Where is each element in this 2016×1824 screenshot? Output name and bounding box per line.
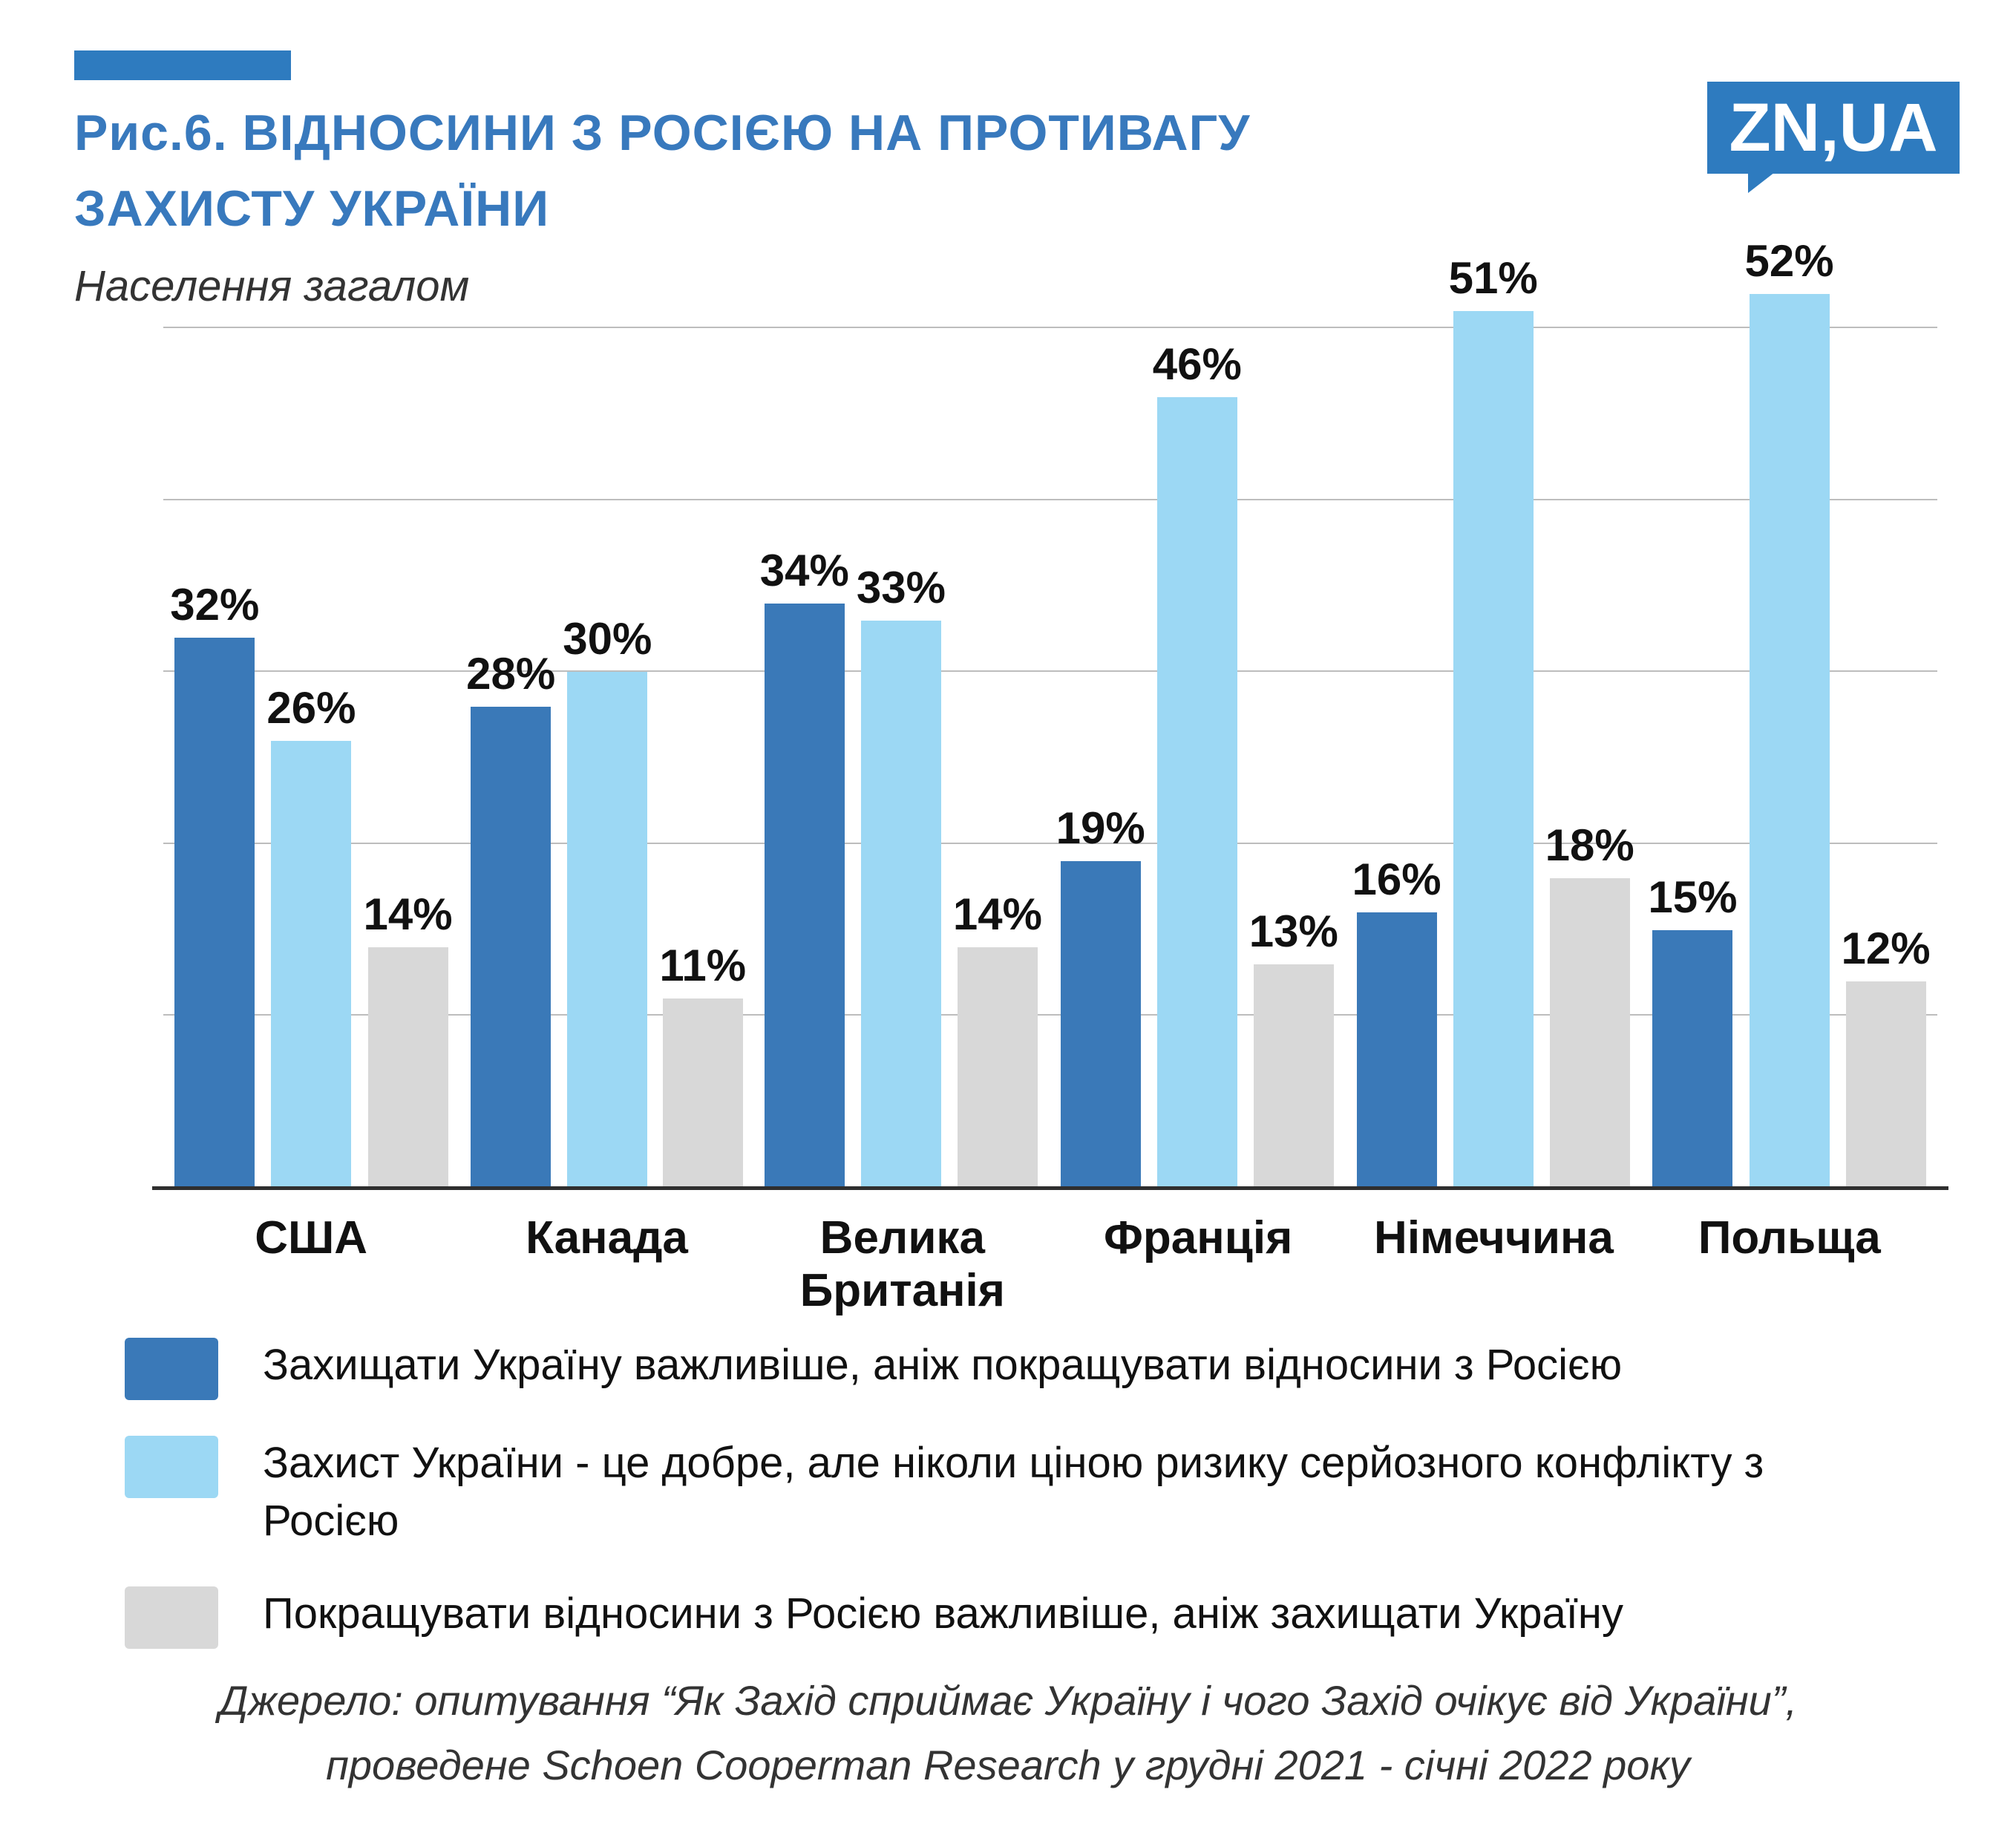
bar-column: 32% [170, 208, 259, 1188]
bar [1253, 964, 1334, 1188]
bar-column: 34% [760, 208, 849, 1188]
bar [271, 740, 352, 1188]
bar [764, 603, 845, 1188]
bar-column: 14% [953, 208, 1042, 1188]
legend-swatch-light-blue [125, 1436, 218, 1498]
bar [367, 947, 448, 1188]
bar-group-6: 15% 52% 12% [1648, 208, 1931, 1188]
znua-logo-text: ZN,UA [1729, 89, 1938, 166]
bar-group-2: 28% 30% 11% [466, 208, 746, 1188]
bar-column: 52% [1744, 208, 1834, 1188]
legend-item-defend-priority: Захищати Україну важливіше, аніж покращу… [125, 1336, 1921, 1400]
legend-swatch-gray [125, 1586, 218, 1649]
bar-column: 19% [1056, 208, 1145, 1188]
bar-column: 16% [1352, 208, 1441, 1188]
chart-subtitle: Населення загалом [74, 262, 470, 310]
bar-group-1: 32% 26% 14% [170, 208, 453, 1188]
bar [471, 706, 552, 1188]
category-label: Канада [526, 1212, 688, 1264]
bar-value-label: 18% [1545, 820, 1634, 871]
bar [1156, 396, 1237, 1188]
category-label: США [255, 1212, 368, 1264]
gridline [163, 498, 1937, 500]
bar [1845, 981, 1926, 1188]
bar-value-label: 15% [1648, 872, 1738, 922]
legend-label: Захищати Україну важливіше, аніж покращу… [263, 1341, 1623, 1389]
bar-value-label: 14% [363, 889, 453, 939]
bar [1453, 310, 1534, 1188]
bar [1749, 293, 1830, 1188]
bar-value-label: 46% [1152, 339, 1242, 389]
source-note-line1: Джерело: опитування “Як Захід сприймає У… [218, 1677, 1798, 1724]
source-note: Джерело: опитування “Як Захід сприймає У… [0, 1669, 2016, 1798]
bar-groups: 32% 26% 14% 28% 30% 11% 34% 33% 14% 19% 46% 13% 16% 5… [163, 208, 1937, 1188]
bar-column: 14% [363, 208, 453, 1188]
bar [662, 998, 743, 1188]
legend-item-relations-priority: Покращувати відносини з Росією важливіше… [125, 1585, 1921, 1649]
bar-value-label: 19% [1056, 803, 1145, 853]
znua-logo-tail [1748, 172, 1775, 193]
bar-value-label: 30% [563, 614, 652, 664]
bar-column: 18% [1545, 208, 1634, 1188]
bar-column: 46% [1153, 208, 1242, 1188]
bar-column: 30% [563, 208, 652, 1188]
legend-label: Покращувати відносини з Росією важливіше… [263, 1589, 1623, 1638]
category-label: Франція [1104, 1212, 1293, 1264]
gridline [163, 327, 1937, 329]
chart-title-line1: Рис.6. ВІДНОСИНИ З РОСІЄЮ НА ПРОТИВАГУ [74, 105, 1251, 161]
bar [860, 620, 941, 1188]
bar [1060, 861, 1141, 1188]
legend: Захищати Україну важливіше, аніж покращу… [125, 1336, 1921, 1649]
gridline [163, 670, 1937, 673]
bar-value-label: 26% [266, 682, 356, 733]
chart-title-line2: ЗАХИСТУ УКРАЇНИ [74, 180, 550, 237]
bar-value-label: 13% [1248, 906, 1338, 956]
chart-plot-area: 32% 26% 14% 28% 30% 11% 34% 33% 14% 19% 46% 13% 16% 5… [163, 208, 1937, 1188]
bar-column: 51% [1449, 208, 1538, 1188]
bar-value-label: 11% [659, 941, 747, 991]
gridline [163, 1014, 1937, 1016]
bar-value-label: 14% [952, 889, 1043, 939]
znua-logo: ZN,UA [1707, 82, 1960, 193]
category-label: Німеччина [1374, 1212, 1614, 1264]
bar [1652, 929, 1733, 1188]
bar-column: 13% [1249, 208, 1338, 1188]
bar-value-label: 51% [1448, 252, 1538, 303]
bar-group-4: 19% 46% 13% [1056, 208, 1338, 1188]
bar-value-label: 34% [759, 545, 849, 595]
bar [567, 672, 648, 1188]
accent-bar [74, 50, 291, 80]
source-note-line2: проведене Schoen Cooperman Research у гр… [326, 1741, 1690, 1788]
bar-value-label: 32% [170, 579, 260, 630]
bar-value-label: 52% [1744, 235, 1834, 286]
category-label: Польща [1698, 1212, 1881, 1264]
bar [957, 947, 1038, 1188]
legend-swatch-dark-blue [125, 1338, 218, 1400]
bar-column: 33% [857, 208, 946, 1188]
bar-column: 28% [466, 208, 555, 1188]
gridline [163, 842, 1937, 844]
bar-value-label: 12% [1841, 924, 1931, 974]
chart-title: Рис.6. ВІДНОСИНИ З РОСІЄЮ НА ПРОТИВАГУ З… [74, 95, 1596, 246]
bar-column: 26% [266, 208, 356, 1188]
bar [1549, 878, 1630, 1188]
bar-value-label: 33% [856, 562, 946, 612]
bar-group-5: 16% 51% 18% [1352, 208, 1634, 1188]
bar-group-3: 34% 33% 14% [760, 208, 1042, 1188]
bar-column: 12% [1842, 208, 1931, 1188]
bar [174, 637, 255, 1188]
category-axis: США Канада Велика Британія Франція Німеччина… [163, 1212, 1937, 1318]
x-axis-baseline [152, 1186, 1948, 1190]
bar-value-label: 28% [466, 648, 556, 699]
bar [1356, 912, 1437, 1188]
category-label: Велика Британія [799, 1212, 1005, 1317]
bar-column: 15% [1648, 208, 1737, 1188]
legend-label: Захист України - це добре, але ніколи ці… [263, 1439, 1764, 1546]
legend-item-defend-no-conflict: Захист України - це добре, але ніколи ці… [125, 1434, 1921, 1551]
bar-column: 11% [659, 208, 746, 1188]
bar-value-label: 16% [1352, 854, 1441, 905]
